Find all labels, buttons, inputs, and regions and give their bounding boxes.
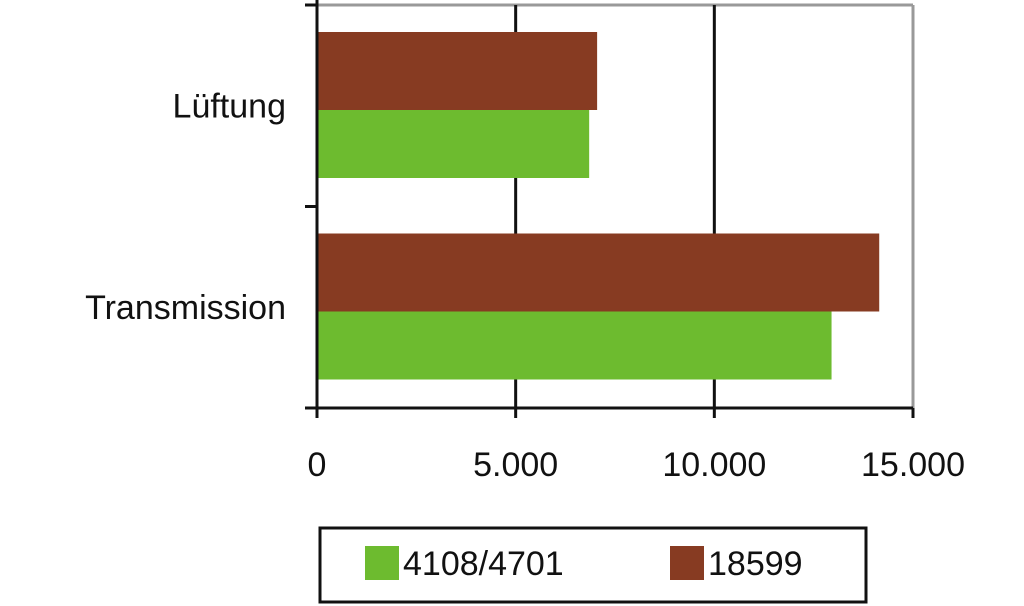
bar [317,311,832,380]
legend-label: 18599 [708,545,803,583]
legend-label: 4108/4701 [403,545,564,583]
legend-swatch [365,546,399,580]
x-tick-label: 15.000 [861,446,965,484]
bar [317,110,590,178]
x-tick-label: 0 [308,446,327,484]
y-tick-label: Transmission [85,289,286,327]
x-tick-label: 10.000 [662,446,766,484]
bar [317,32,598,110]
y-tick-label: Lüftung [173,88,286,126]
bar [317,233,880,312]
legend-swatch [670,546,704,580]
x-tick-label: 5.000 [473,446,558,484]
legend-box [318,526,868,604]
